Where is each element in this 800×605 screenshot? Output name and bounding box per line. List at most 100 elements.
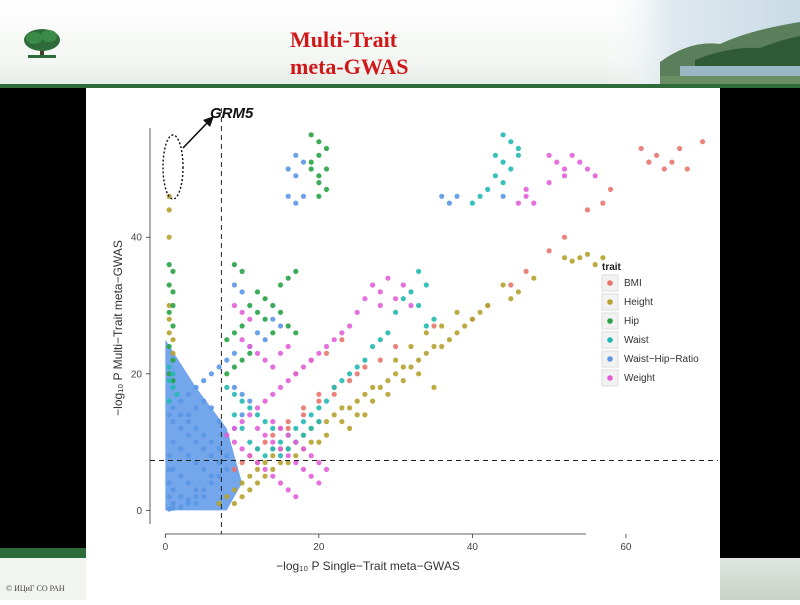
point-hip	[277, 309, 284, 315]
point-weight	[262, 432, 268, 438]
point-height	[285, 460, 291, 466]
point-waist-hip-ratio	[178, 412, 184, 418]
point-height	[354, 412, 360, 418]
point-waist	[316, 419, 322, 425]
point-bmi	[508, 282, 514, 288]
point-height	[408, 343, 414, 350]
point-waist-hip-ratio	[216, 460, 222, 466]
legend-label: Waist	[624, 335, 649, 346]
point-hip	[323, 145, 330, 152]
point-waist	[224, 384, 230, 390]
point-bmi	[285, 425, 291, 431]
point-weight	[262, 398, 268, 404]
point-height	[370, 384, 376, 390]
point-waist-hip-ratio	[185, 419, 191, 425]
y-tick-label: 20	[131, 369, 143, 380]
legend-label: Weight	[624, 373, 655, 384]
point-height	[362, 391, 368, 397]
point-waist	[308, 412, 314, 418]
point-hip	[170, 289, 176, 295]
point-waist	[270, 425, 276, 431]
point-weight	[239, 309, 245, 315]
point-weight	[577, 159, 583, 165]
point-hip	[262, 316, 268, 322]
point-weight	[285, 432, 291, 438]
point-waist	[247, 439, 253, 445]
point-waist	[316, 405, 322, 411]
point-waist-hip-ratio	[166, 453, 172, 459]
point-waist	[377, 337, 383, 343]
point-waist-hip-ratio	[201, 446, 207, 452]
point-bmi	[677, 145, 683, 152]
point-waist	[385, 330, 391, 336]
point-waist	[492, 173, 498, 179]
point-weight	[377, 289, 383, 295]
point-bmi	[347, 378, 353, 384]
point-waist-hip-ratio	[178, 425, 184, 431]
point-weight	[262, 357, 268, 363]
point-waist	[508, 166, 514, 172]
point-bmi	[239, 460, 245, 466]
point-weight	[224, 432, 230, 438]
point-height	[339, 419, 345, 425]
point-waist	[423, 323, 429, 329]
point-waist-hip-ratio	[178, 494, 184, 500]
point-bmi	[638, 145, 644, 152]
point-hip	[254, 309, 261, 315]
point-weight	[569, 152, 575, 158]
x-axis-label: −log₁₀ P Single−Trait meta−GWAS	[276, 559, 460, 573]
point-weight	[393, 296, 399, 302]
point-height	[423, 330, 429, 336]
point-waist	[231, 391, 237, 397]
point-waist	[277, 439, 284, 445]
point-waist	[231, 412, 237, 418]
point-bmi	[285, 419, 291, 425]
point-bmi	[316, 391, 322, 397]
point-waist-hip-ratio	[216, 419, 222, 425]
point-height	[592, 262, 598, 268]
point-weight	[231, 302, 237, 309]
point-weight	[531, 200, 537, 206]
point-weight	[523, 193, 529, 199]
point-height	[600, 255, 606, 261]
x-tick-label: 60	[620, 542, 632, 553]
point-waist-hip-ratio	[231, 282, 237, 288]
point-hip	[166, 262, 172, 268]
data-points	[165, 132, 706, 512]
point-hip	[270, 302, 276, 309]
point-waist-hip-ratio	[224, 453, 230, 459]
point-height	[293, 453, 299, 459]
point-waist-hip-ratio	[285, 193, 291, 199]
point-weight	[247, 316, 253, 322]
point-height	[385, 378, 391, 384]
point-weight	[270, 391, 276, 397]
legend-title: trait	[602, 262, 622, 273]
grm5-cluster-ellipse	[162, 134, 184, 200]
point-waist-hip-ratio	[254, 330, 261, 336]
point-weight	[277, 480, 284, 486]
point-height	[385, 391, 391, 397]
point-waist-hip-ratio	[193, 460, 199, 466]
point-height	[485, 302, 491, 309]
point-waist-hip-ratio	[170, 500, 176, 507]
point-waist-hip-ratio	[262, 337, 268, 343]
point-waist-hip-ratio	[293, 152, 299, 158]
point-hip	[166, 343, 172, 350]
point-weight	[293, 494, 299, 500]
point-hip	[239, 268, 245, 274]
point-waist-hip-ratio	[193, 487, 199, 493]
point-weight	[262, 466, 268, 472]
point-waist-hip-ratio	[201, 466, 207, 472]
point-height	[400, 364, 406, 370]
point-hip	[166, 309, 172, 315]
point-hip	[323, 166, 330, 172]
point-weight	[254, 460, 261, 466]
point-hip	[170, 357, 176, 363]
point-height	[166, 234, 172, 240]
point-waist-hip-ratio	[285, 166, 291, 172]
point-height	[370, 398, 376, 404]
point-waist	[285, 446, 291, 452]
legend-label: Waist−Hip−Ratio	[624, 354, 699, 365]
point-waist-hip-ratio	[239, 391, 245, 397]
point-waist-hip-ratio	[208, 453, 214, 459]
